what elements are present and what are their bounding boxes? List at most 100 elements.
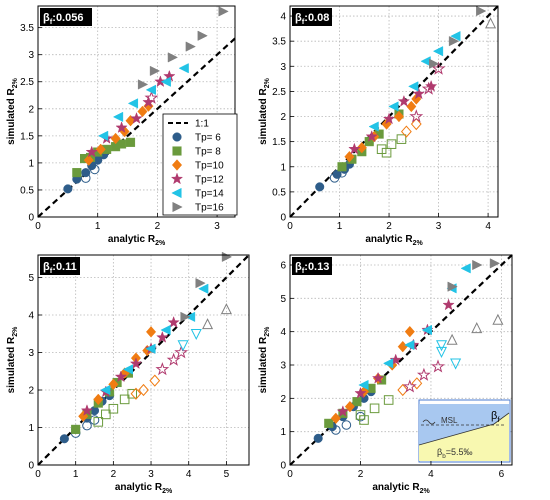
legend-marker bbox=[171, 159, 183, 171]
data-point-filled bbox=[382, 358, 394, 369]
data-point-filled bbox=[108, 378, 119, 391]
data-point-filled bbox=[330, 412, 341, 425]
legend-marker bbox=[171, 187, 182, 199]
y-tick-label: 3.5 bbox=[20, 23, 34, 34]
data-point-open bbox=[386, 139, 397, 149]
data-point-filled bbox=[382, 112, 396, 125]
data-point-open bbox=[421, 81, 436, 95]
data-point-filled bbox=[393, 110, 405, 123]
data-point-open bbox=[127, 388, 137, 399]
data-point-open bbox=[101, 409, 111, 420]
data-point-open bbox=[411, 377, 423, 390]
y-tick-label: 1 bbox=[28, 158, 34, 169]
x-axis-label: analytic R2% bbox=[108, 234, 166, 247]
chart-panel-4: MSL βf βb=5.5‰ 0 2 4 6 0 1 2 3 4 5 6 analytic R2% simul… bbox=[258, 254, 513, 495]
data-point-filled bbox=[408, 81, 419, 92]
data-point-filled bbox=[160, 76, 171, 87]
data-point-open bbox=[396, 134, 407, 144]
y-tick-label: 1.5 bbox=[272, 137, 286, 148]
chart-panel-3: 0 1 2 3 4 5 0 1 2 3 4 5 analytic R2% simulated R2% βf:… bbox=[6, 251, 250, 495]
beta-badge-label: βf:0.11 bbox=[43, 261, 77, 275]
x-tick-label: 1 bbox=[95, 221, 101, 232]
data-point-filled bbox=[371, 371, 385, 384]
data-point-filled bbox=[149, 65, 161, 77]
data-point-open bbox=[220, 303, 232, 315]
beach-profile-inset: MSL βf βb=5.5‰ bbox=[418, 399, 511, 463]
y-tick-label: 2.5 bbox=[20, 77, 34, 88]
data-point-filled bbox=[368, 121, 379, 132]
data-point-filled bbox=[178, 63, 189, 74]
data-point-filled bbox=[127, 98, 139, 109]
legend-item: Tp= 8 bbox=[172, 146, 221, 158]
data-point-open bbox=[492, 313, 504, 325]
y-axis-label: simulated R2% bbox=[258, 77, 271, 145]
data-point-filled bbox=[63, 184, 73, 194]
data-point-filled bbox=[404, 339, 415, 351]
plot-frame bbox=[37, 254, 250, 466]
data-point-filled bbox=[429, 58, 440, 69]
plot-frame bbox=[289, 5, 499, 218]
x-tick-label: 4 bbox=[186, 469, 192, 480]
data-point-filled bbox=[71, 424, 81, 434]
y-tick-label: 2 bbox=[280, 112, 286, 123]
data-point-filled bbox=[85, 145, 98, 158]
x-axis-label: analytic R2% bbox=[115, 482, 173, 495]
data-point-filled bbox=[472, 259, 483, 271]
x-tick-label: 2 bbox=[111, 469, 117, 480]
x-tick-label: 4 bbox=[428, 469, 434, 480]
data-point-open bbox=[359, 415, 369, 425]
data-point-open bbox=[471, 322, 483, 334]
plot-frame bbox=[289, 254, 513, 466]
data-point-filled bbox=[412, 87, 425, 100]
y-tick-label: 2 bbox=[28, 104, 34, 115]
x-tick-label: 4 bbox=[485, 221, 491, 232]
legend-item: Tp=10 bbox=[171, 159, 224, 172]
data-point-open bbox=[82, 420, 92, 431]
data-point-filled bbox=[112, 111, 124, 123]
legend: 1:1 Tp= 6 Tp= 8 Tp=10 Tp=12 Tp=14 Tp=16 bbox=[162, 113, 238, 216]
msl-label: MSL bbox=[441, 416, 458, 425]
data-point-filled bbox=[80, 404, 94, 416]
data-point-open bbox=[89, 415, 100, 425]
data-point-filled bbox=[404, 325, 415, 338]
y-tick-label: 3.5 bbox=[272, 37, 286, 48]
data-point-filled bbox=[117, 139, 127, 149]
data-point-filled bbox=[114, 370, 128, 383]
data-point-filled bbox=[313, 433, 323, 443]
x-tick-label: 5 bbox=[224, 469, 230, 480]
x-tick-label: 3 bbox=[436, 221, 442, 232]
beta-badge-label: βf:0.08 bbox=[295, 12, 329, 26]
data-point-filled bbox=[442, 298, 455, 311]
beta-badge-label: βf:0.13 bbox=[295, 261, 329, 275]
data-point-open bbox=[174, 345, 189, 359]
data-point-filled bbox=[145, 84, 156, 95]
y-tick-label: 3 bbox=[280, 62, 286, 73]
x-axis-label: analytic R2% bbox=[372, 482, 430, 495]
data-point-filled bbox=[421, 324, 432, 336]
data-point-filled bbox=[198, 283, 209, 294]
y-tick-label: 3 bbox=[280, 361, 286, 372]
legend-item: Tp=16 bbox=[172, 201, 224, 214]
data-point-filled bbox=[83, 154, 94, 166]
beta-badge bbox=[292, 8, 332, 26]
data-point-filled bbox=[388, 101, 399, 112]
data-point-filled bbox=[447, 281, 458, 292]
beach-slope-line bbox=[418, 423, 495, 446]
legend-label: Tp=10 bbox=[195, 161, 224, 172]
data-point-filled bbox=[160, 324, 171, 336]
data-point-filled bbox=[197, 30, 208, 41]
data-point-filled bbox=[59, 434, 69, 444]
x-tick-label: 0 bbox=[287, 221, 293, 232]
y-tick-label: 0 bbox=[28, 213, 34, 224]
data-point-filled bbox=[450, 31, 461, 42]
plot-frame bbox=[37, 5, 236, 218]
y-tick-label: 1 bbox=[28, 423, 34, 434]
chart-panel-2: 0 1 2 3 4 0 0.5 1 1.5 2 2.5 3 3.5 4 analytic R2% simula… bbox=[258, 5, 499, 247]
x-tick-label: 0 bbox=[287, 469, 293, 480]
y-tick-label: 0 bbox=[280, 461, 286, 472]
data-point-filled bbox=[424, 79, 438, 92]
data-point-open bbox=[166, 352, 181, 366]
data-point-filled bbox=[324, 418, 334, 428]
y-tick-label: 4 bbox=[280, 327, 286, 338]
data-point-filled bbox=[218, 6, 229, 17]
